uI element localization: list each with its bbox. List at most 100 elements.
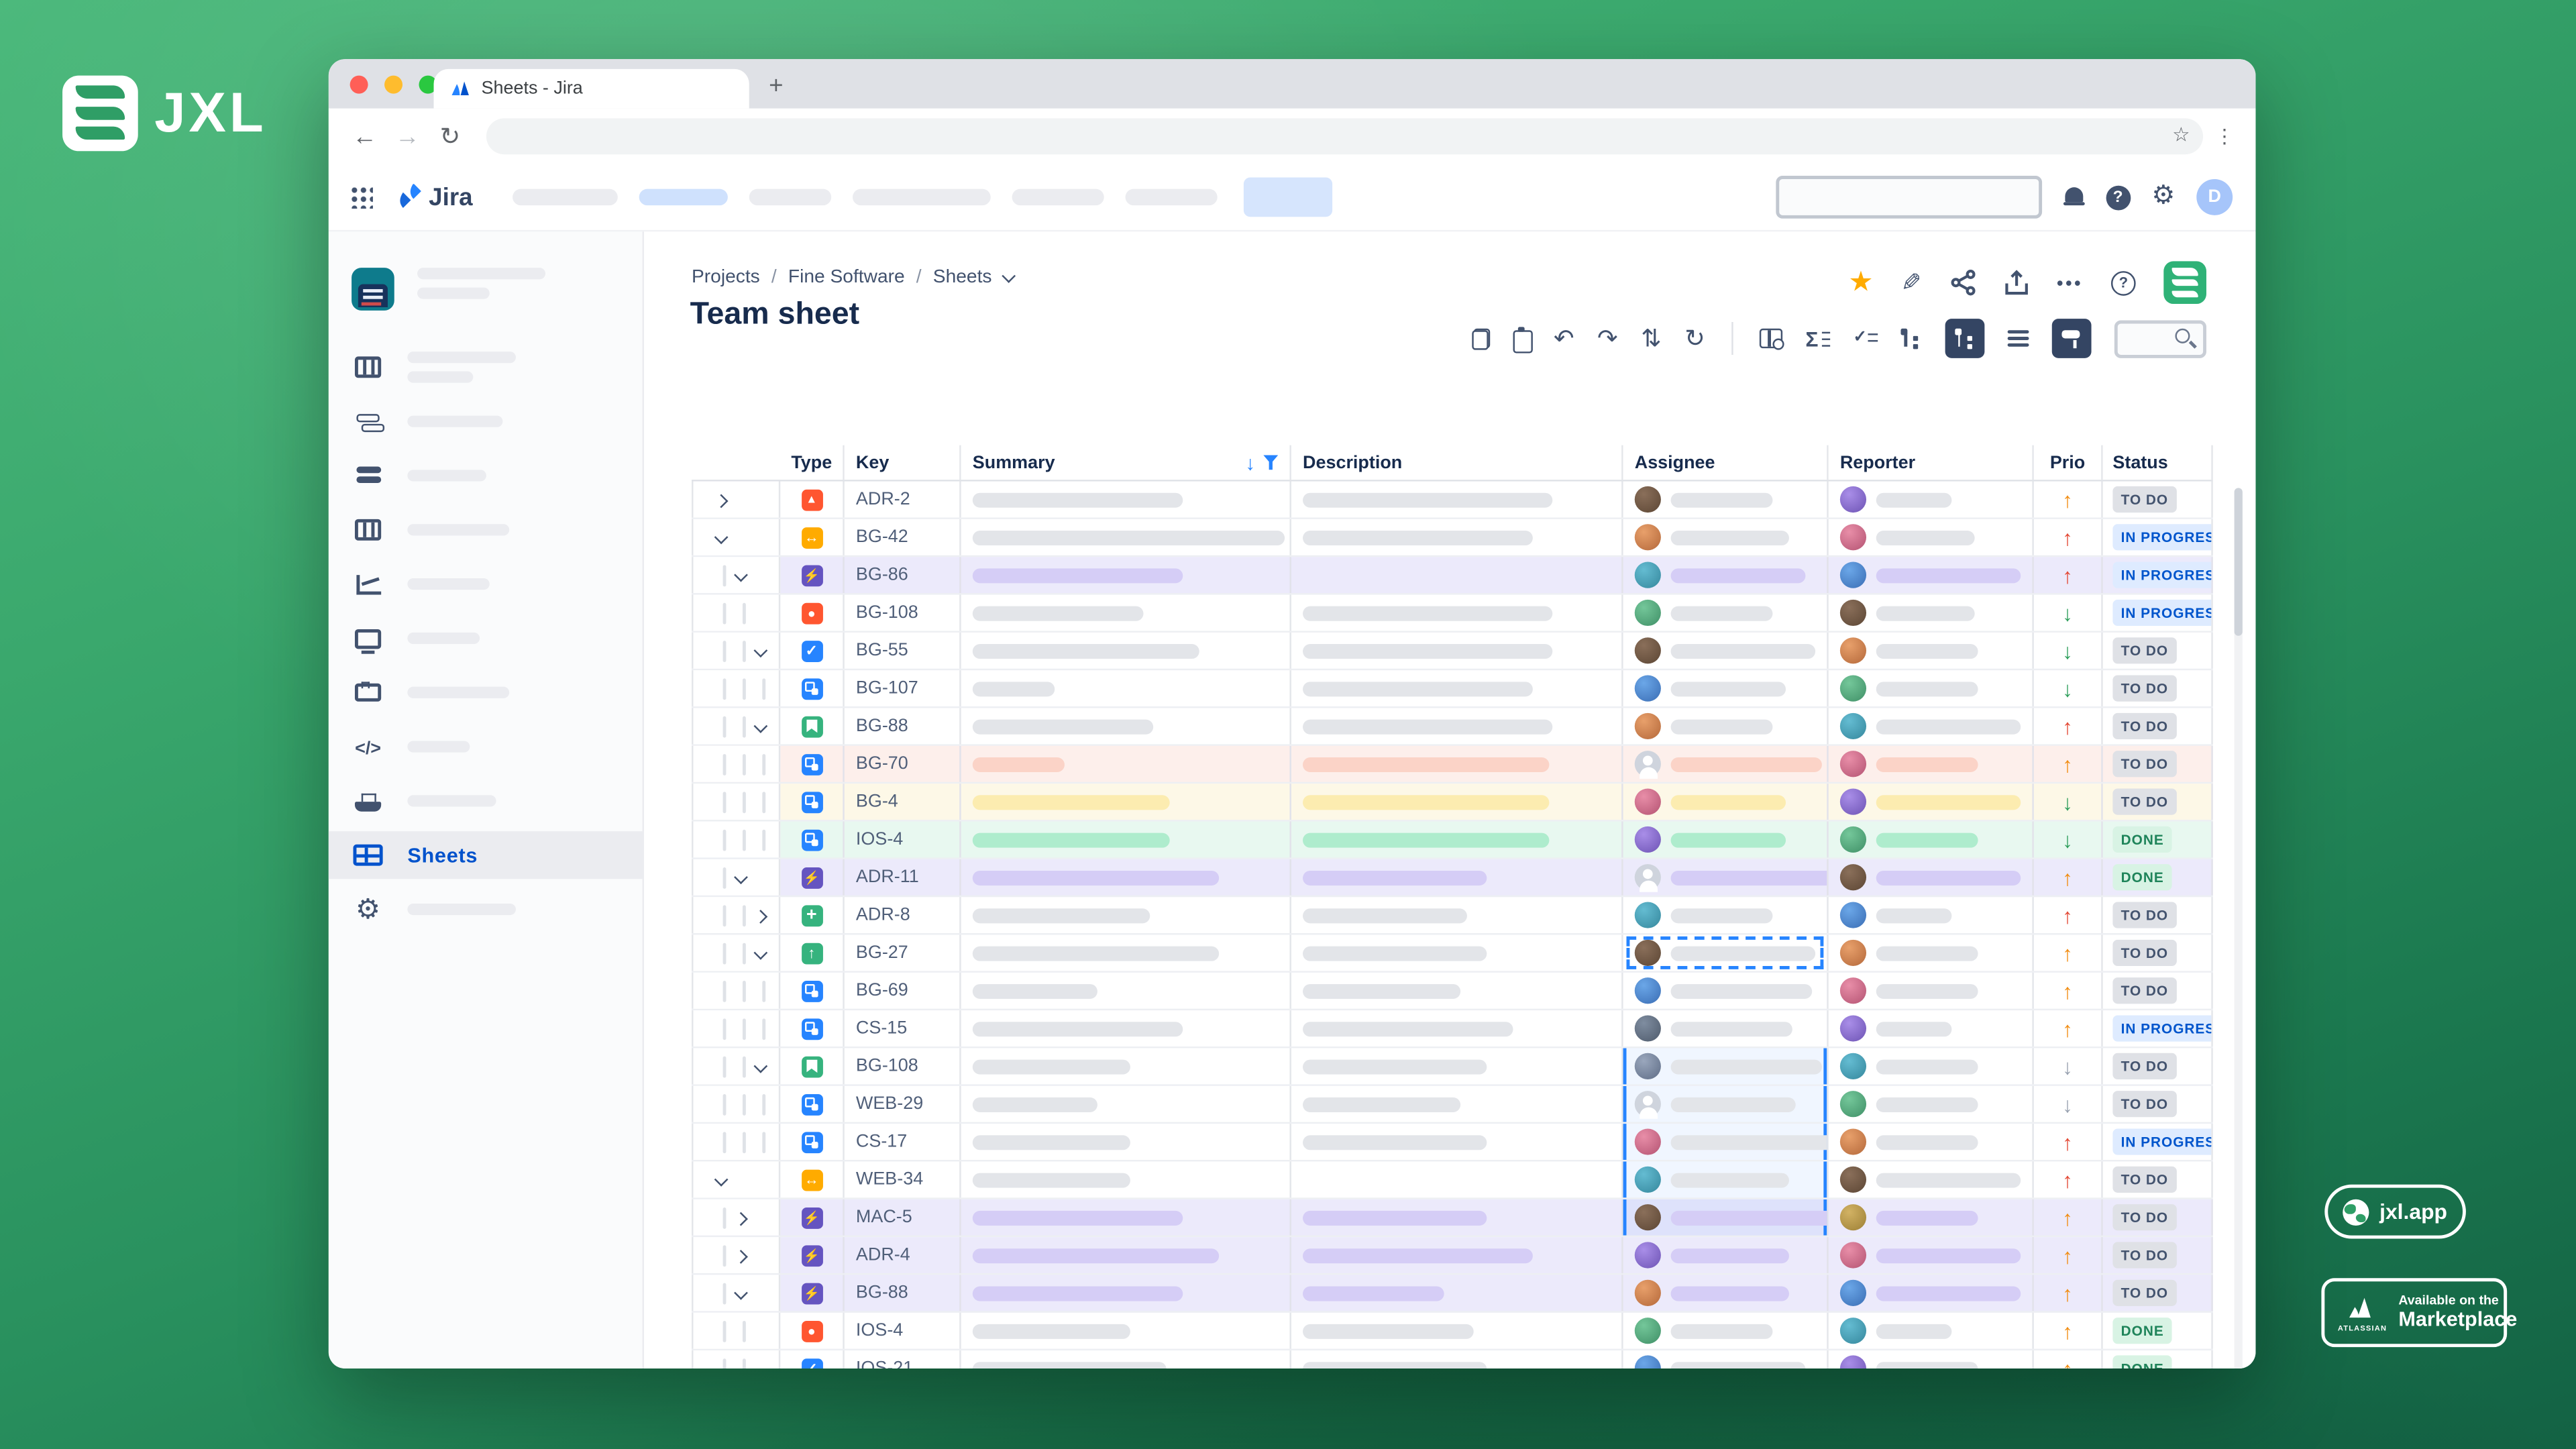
hierarchy-icon[interactable] bbox=[1900, 327, 1922, 350]
priority-cell[interactable]: ↑ bbox=[2034, 1010, 2103, 1046]
breadcrumb-sheets[interactable]: Sheets bbox=[932, 268, 992, 288]
column-header-reporter[interactable]: Reporter bbox=[1828, 445, 2034, 480]
sidebar-item-backlog[interactable] bbox=[329, 449, 643, 503]
summary-cell[interactable] bbox=[961, 859, 1291, 896]
sidebar-item-components[interactable] bbox=[329, 665, 643, 720]
summary-cell[interactable] bbox=[961, 519, 1291, 555]
priority-cell[interactable]: ↑ bbox=[2034, 481, 2103, 518]
checklist-icon[interactable] bbox=[1853, 328, 1878, 350]
status-cell[interactable]: TO DO bbox=[2103, 745, 2213, 782]
reporter-cell[interactable] bbox=[1829, 1048, 2034, 1085]
sidebar-item-board[interactable] bbox=[329, 502, 643, 557]
assignee-cell[interactable] bbox=[1623, 972, 1829, 1009]
type-cell[interactable] bbox=[780, 1312, 845, 1349]
key-cell[interactable]: BG-88 bbox=[845, 708, 961, 745]
summary-cell[interactable] bbox=[961, 821, 1291, 858]
key-cell[interactable]: CS-17 bbox=[845, 1124, 961, 1160]
tree-view-button-active[interactable] bbox=[1945, 319, 1985, 358]
reporter-cell[interactable] bbox=[1829, 784, 2034, 820]
summary-cell[interactable] bbox=[961, 1048, 1291, 1085]
assignee-cell[interactable] bbox=[1623, 859, 1829, 896]
key-cell[interactable]: BG-70 bbox=[845, 745, 961, 782]
sum-fields-icon[interactable] bbox=[1805, 326, 1831, 351]
user-avatar[interactable]: D bbox=[2196, 178, 2233, 215]
type-cell[interactable] bbox=[780, 708, 845, 745]
jxl-app-badge[interactable]: jxl.app bbox=[2324, 1184, 2466, 1239]
type-cell[interactable] bbox=[780, 745, 845, 782]
description-cell[interactable] bbox=[1291, 708, 1623, 745]
scrollbar-thumb[interactable] bbox=[2234, 488, 2243, 636]
table-row[interactable]: BG-69 ↑ TO DO bbox=[692, 972, 2213, 1011]
status-cell[interactable]: DONE bbox=[2103, 821, 2213, 858]
status-cell[interactable]: IN PROGRESS bbox=[2103, 519, 2213, 555]
column-header-prio[interactable]: Prio bbox=[2033, 445, 2103, 480]
format-painter-button-active[interactable] bbox=[2051, 319, 2092, 358]
priority-cell[interactable]: ↑ bbox=[2034, 934, 2103, 971]
assignee-cell[interactable] bbox=[1623, 1275, 1829, 1311]
edit-pencil-icon[interactable] bbox=[1901, 267, 1922, 299]
priority-cell[interactable]: ↑ bbox=[2034, 1350, 2103, 1368]
status-cell[interactable]: DONE bbox=[2103, 1312, 2213, 1349]
summary-cell[interactable] bbox=[961, 632, 1291, 669]
type-cell[interactable] bbox=[780, 670, 845, 707]
assignee-cell[interactable] bbox=[1623, 519, 1829, 555]
table-row[interactable]: IOS-4 ↓ DONE bbox=[692, 821, 2213, 859]
status-cell[interactable]: TO DO bbox=[2103, 670, 2213, 707]
assignee-cell[interactable] bbox=[1623, 1237, 1829, 1273]
table-row[interactable]: WEB-34 ↑ TO DO bbox=[692, 1161, 2213, 1199]
refresh-icon[interactable] bbox=[1684, 326, 1705, 351]
description-cell[interactable] bbox=[1291, 670, 1623, 707]
status-cell[interactable]: TO DO bbox=[2103, 972, 2213, 1009]
collapse-chevron-icon[interactable] bbox=[753, 719, 768, 733]
table-row[interactable]: BG-107 ↓ TO DO bbox=[692, 670, 2213, 708]
sidebar-project-header[interactable] bbox=[329, 268, 643, 340]
table-row[interactable]: ADR-2 ↑ TO DO bbox=[692, 481, 2213, 519]
breadcrumb-project[interactable]: Fine Software bbox=[788, 268, 905, 288]
table-row[interactable]: BG-42 ↑ IN PROGRESS bbox=[692, 519, 2213, 557]
priority-cell[interactable]: ↓ bbox=[2034, 1085, 2103, 1122]
table-row[interactable]: ADR-11 ↑ DONE bbox=[692, 859, 2213, 898]
type-cell[interactable] bbox=[780, 897, 845, 934]
column-header-description[interactable]: Description bbox=[1291, 445, 1623, 480]
description-cell[interactable] bbox=[1291, 519, 1623, 555]
settings-gear-icon[interactable]: ⚙ bbox=[2151, 182, 2176, 211]
expand-chevron-icon[interactable] bbox=[714, 494, 729, 508]
collapse-chevron-icon[interactable] bbox=[753, 643, 768, 658]
type-cell[interactable] bbox=[780, 1199, 845, 1236]
assignee-cell[interactable] bbox=[1623, 1085, 1829, 1122]
assignee-cell[interactable] bbox=[1623, 1010, 1829, 1046]
priority-cell[interactable]: ↑ bbox=[2034, 519, 2103, 555]
key-cell[interactable]: BG-107 bbox=[845, 670, 961, 707]
collapse-chevron-icon[interactable] bbox=[753, 1059, 768, 1073]
assignee-cell[interactable] bbox=[1623, 670, 1829, 707]
type-cell[interactable] bbox=[780, 632, 845, 669]
reporter-cell[interactable] bbox=[1829, 1199, 2034, 1236]
collapse-chevron-icon[interactable] bbox=[734, 568, 748, 582]
type-cell[interactable] bbox=[780, 972, 845, 1009]
key-cell[interactable]: BG-88 bbox=[845, 1275, 961, 1311]
summary-cell[interactable] bbox=[961, 1199, 1291, 1236]
sidebar-item-boards[interactable] bbox=[329, 340, 643, 394]
reporter-cell[interactable] bbox=[1829, 1124, 2034, 1160]
address-bar[interactable]: ☆ bbox=[486, 118, 2204, 155]
description-cell[interactable] bbox=[1291, 1237, 1623, 1273]
paste-icon[interactable] bbox=[1512, 326, 1533, 353]
priority-cell[interactable]: ↓ bbox=[2034, 594, 2103, 631]
status-cell[interactable]: IN PROGRESS bbox=[2103, 557, 2213, 594]
reporter-cell[interactable] bbox=[1829, 1275, 2034, 1311]
sidebar-item-settings[interactable]: ⚙ bbox=[329, 882, 643, 936]
description-cell[interactable] bbox=[1291, 1048, 1623, 1085]
key-cell[interactable]: BG-108 bbox=[845, 594, 961, 631]
reporter-cell[interactable] bbox=[1829, 897, 2034, 934]
status-cell[interactable]: TO DO bbox=[2103, 1199, 2213, 1236]
key-cell[interactable]: IOS-21 bbox=[845, 1350, 961, 1368]
reporter-cell[interactable] bbox=[1829, 859, 2034, 896]
key-cell[interactable]: WEB-29 bbox=[845, 1085, 961, 1122]
description-cell[interactable] bbox=[1291, 972, 1623, 1009]
assignee-cell[interactable] bbox=[1623, 1199, 1829, 1236]
type-cell[interactable] bbox=[780, 1161, 845, 1198]
summary-cell[interactable] bbox=[961, 1085, 1291, 1122]
browser-menu-icon[interactable]: ⋮ bbox=[2214, 125, 2235, 148]
assignee-cell[interactable] bbox=[1623, 821, 1829, 858]
status-cell[interactable]: TO DO bbox=[2103, 934, 2213, 971]
